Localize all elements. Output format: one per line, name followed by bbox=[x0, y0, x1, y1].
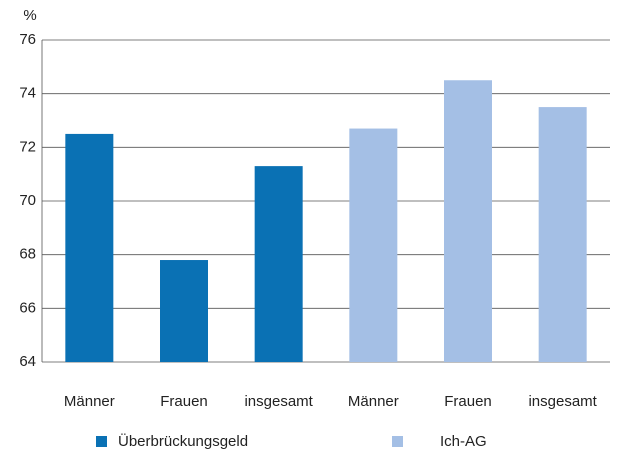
x-tick-label: insgesamt bbox=[244, 393, 313, 410]
bar bbox=[444, 80, 492, 362]
y-tick-label: 70 bbox=[19, 192, 36, 209]
bar bbox=[254, 166, 303, 362]
x-tick-label: insgesamt bbox=[528, 393, 597, 410]
legend-swatch bbox=[96, 436, 107, 447]
x-tick-label: Männer bbox=[64, 393, 115, 410]
y-tick-label: 64 bbox=[19, 353, 36, 370]
legend-swatch bbox=[392, 436, 403, 447]
x-tick-label: Männer bbox=[348, 393, 399, 410]
bar bbox=[160, 260, 208, 362]
y-tick-label: 72 bbox=[19, 138, 36, 155]
bar bbox=[65, 133, 114, 362]
x-tick-label: Frauen bbox=[444, 393, 492, 410]
y-tick-label: 68 bbox=[19, 246, 36, 263]
legend-label: Ich-AG bbox=[440, 433, 487, 450]
y-axis-label: % bbox=[23, 7, 36, 24]
bar bbox=[349, 128, 398, 362]
y-tick-label: 74 bbox=[19, 85, 36, 102]
bar bbox=[538, 107, 587, 362]
y-tick-label: 66 bbox=[19, 299, 36, 316]
y-tick-label: 76 bbox=[19, 31, 36, 48]
legend-label: Überbrückungsgeld bbox=[118, 432, 248, 450]
x-tick-label: Frauen bbox=[160, 393, 208, 410]
